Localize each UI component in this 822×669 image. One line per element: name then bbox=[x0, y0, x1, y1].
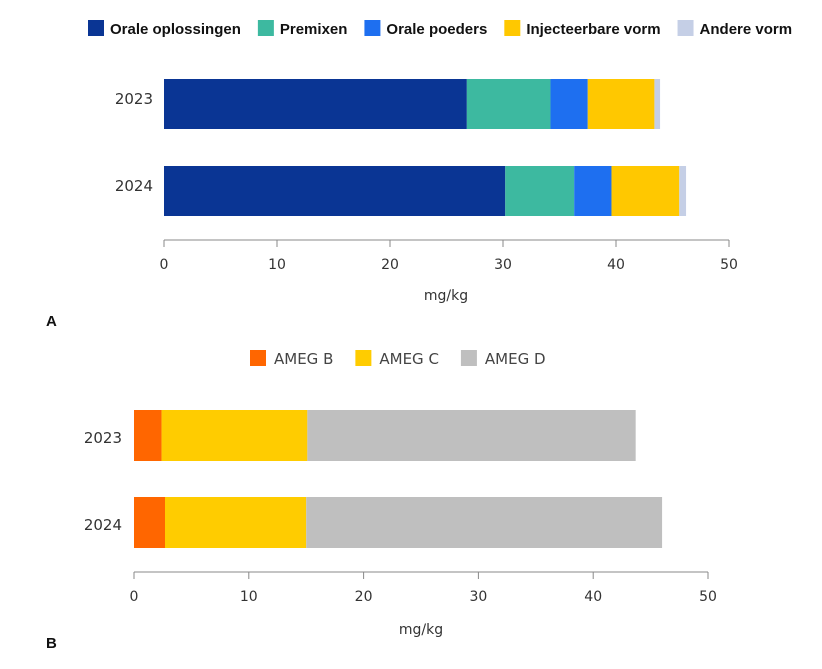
legend-label-orale-poeders: Orale poeders bbox=[386, 21, 487, 38]
bar-injecteerbare-vorm-2024 bbox=[611, 166, 680, 216]
bar-premixen-2024 bbox=[505, 166, 575, 216]
bar-orale-oplossingen-2023 bbox=[164, 79, 467, 129]
category-label-2024-a: 2024 bbox=[115, 177, 153, 195]
x-axis-ticks-b: 0 10 20 30 40 50 bbox=[130, 572, 717, 605]
x-tick-label-40-a: 40 bbox=[607, 257, 625, 273]
x-tick-label-30-a: 30 bbox=[494, 257, 512, 273]
legend-swatch-ameg-b bbox=[250, 350, 266, 366]
bars-a bbox=[164, 79, 687, 216]
category-label-2024-b: 2024 bbox=[84, 516, 122, 534]
x-tick-label-50-b: 50 bbox=[699, 589, 717, 605]
legend-label-premixen: Premixen bbox=[280, 21, 348, 38]
x-tick-label-0-b: 0 bbox=[130, 589, 139, 605]
legend-label-ameg-b: AMEG B bbox=[274, 350, 333, 368]
panel-label-b: B bbox=[46, 635, 57, 652]
x-axis-label-b: mg/kg bbox=[399, 622, 443, 638]
bar-orale-oplossingen-2024 bbox=[164, 166, 506, 216]
category-label-2023-b: 2023 bbox=[84, 429, 122, 447]
bar-orale-poeders-2023 bbox=[550, 79, 588, 129]
x-tick-label-10-a: 10 bbox=[268, 257, 286, 273]
bar-injecteerbare-vorm-2023 bbox=[587, 79, 655, 129]
legend-swatch-andere-vorm bbox=[677, 20, 694, 36]
chart-a: Orale oplossingen Premixen Orale poeders In… bbox=[46, 20, 792, 330]
x-tick-label-0-a: 0 bbox=[160, 257, 169, 273]
legend-b: AMEG B AMEG C AMEG D bbox=[250, 350, 546, 368]
legend-a: Orale oplossingen Premixen Orale poeders In… bbox=[88, 20, 792, 38]
x-axis-label-a: mg/kg bbox=[424, 288, 468, 304]
bar-ameg-d-2023 bbox=[307, 410, 636, 461]
bar-orale-poeders-2024 bbox=[574, 166, 612, 216]
legend-swatch-premixen bbox=[257, 20, 274, 36]
legend-label-ameg-c: AMEG C bbox=[379, 350, 439, 368]
legend-label-andere-vorm: Andere vorm bbox=[700, 21, 793, 38]
x-tick-label-50-a: 50 bbox=[720, 257, 738, 273]
legend-swatch-injecteerbare-vorm bbox=[504, 20, 521, 36]
x-tick-label-40-b: 40 bbox=[584, 589, 602, 605]
x-tick-label-10-b: 10 bbox=[240, 589, 258, 605]
legend-label-injecteerbare-vorm: Injecteerbare vorm bbox=[526, 21, 660, 38]
category-label-2023-a: 2023 bbox=[115, 90, 153, 108]
x-tick-label-30-b: 30 bbox=[469, 589, 487, 605]
legend-swatch-orale-poeders bbox=[364, 20, 381, 36]
chart-b: AMEG B AMEG C AMEG D 2023 2024 0 10 20 30 40 50… bbox=[46, 350, 717, 652]
bar-ameg-d-2024 bbox=[306, 497, 663, 548]
legend-swatch-ameg-c bbox=[355, 350, 372, 366]
bar-ameg-c-2023 bbox=[161, 410, 308, 461]
bar-andere-vorm-2024 bbox=[679, 166, 687, 216]
x-tick-label-20-a: 20 bbox=[381, 257, 399, 273]
x-axis-ticks-a: 0 10 20 30 40 50 bbox=[160, 240, 738, 273]
bar-premixen-2023 bbox=[466, 79, 551, 129]
panel-label-a: A bbox=[46, 313, 57, 330]
x-tick-label-20-b: 20 bbox=[355, 589, 373, 605]
bar-ameg-b-2023 bbox=[134, 410, 162, 461]
legend-label-ameg-d: AMEG D bbox=[485, 350, 546, 368]
legend-swatch-orale-oplossingen bbox=[88, 20, 104, 36]
bars-b bbox=[134, 410, 663, 548]
bar-ameg-b-2024 bbox=[134, 497, 165, 548]
bar-ameg-c-2024 bbox=[164, 497, 307, 548]
legend-label-orale-oplossingen: Orale oplossingen bbox=[110, 21, 241, 38]
legend-swatch-ameg-d bbox=[460, 350, 477, 366]
bar-andere-vorm-2023 bbox=[654, 79, 661, 129]
